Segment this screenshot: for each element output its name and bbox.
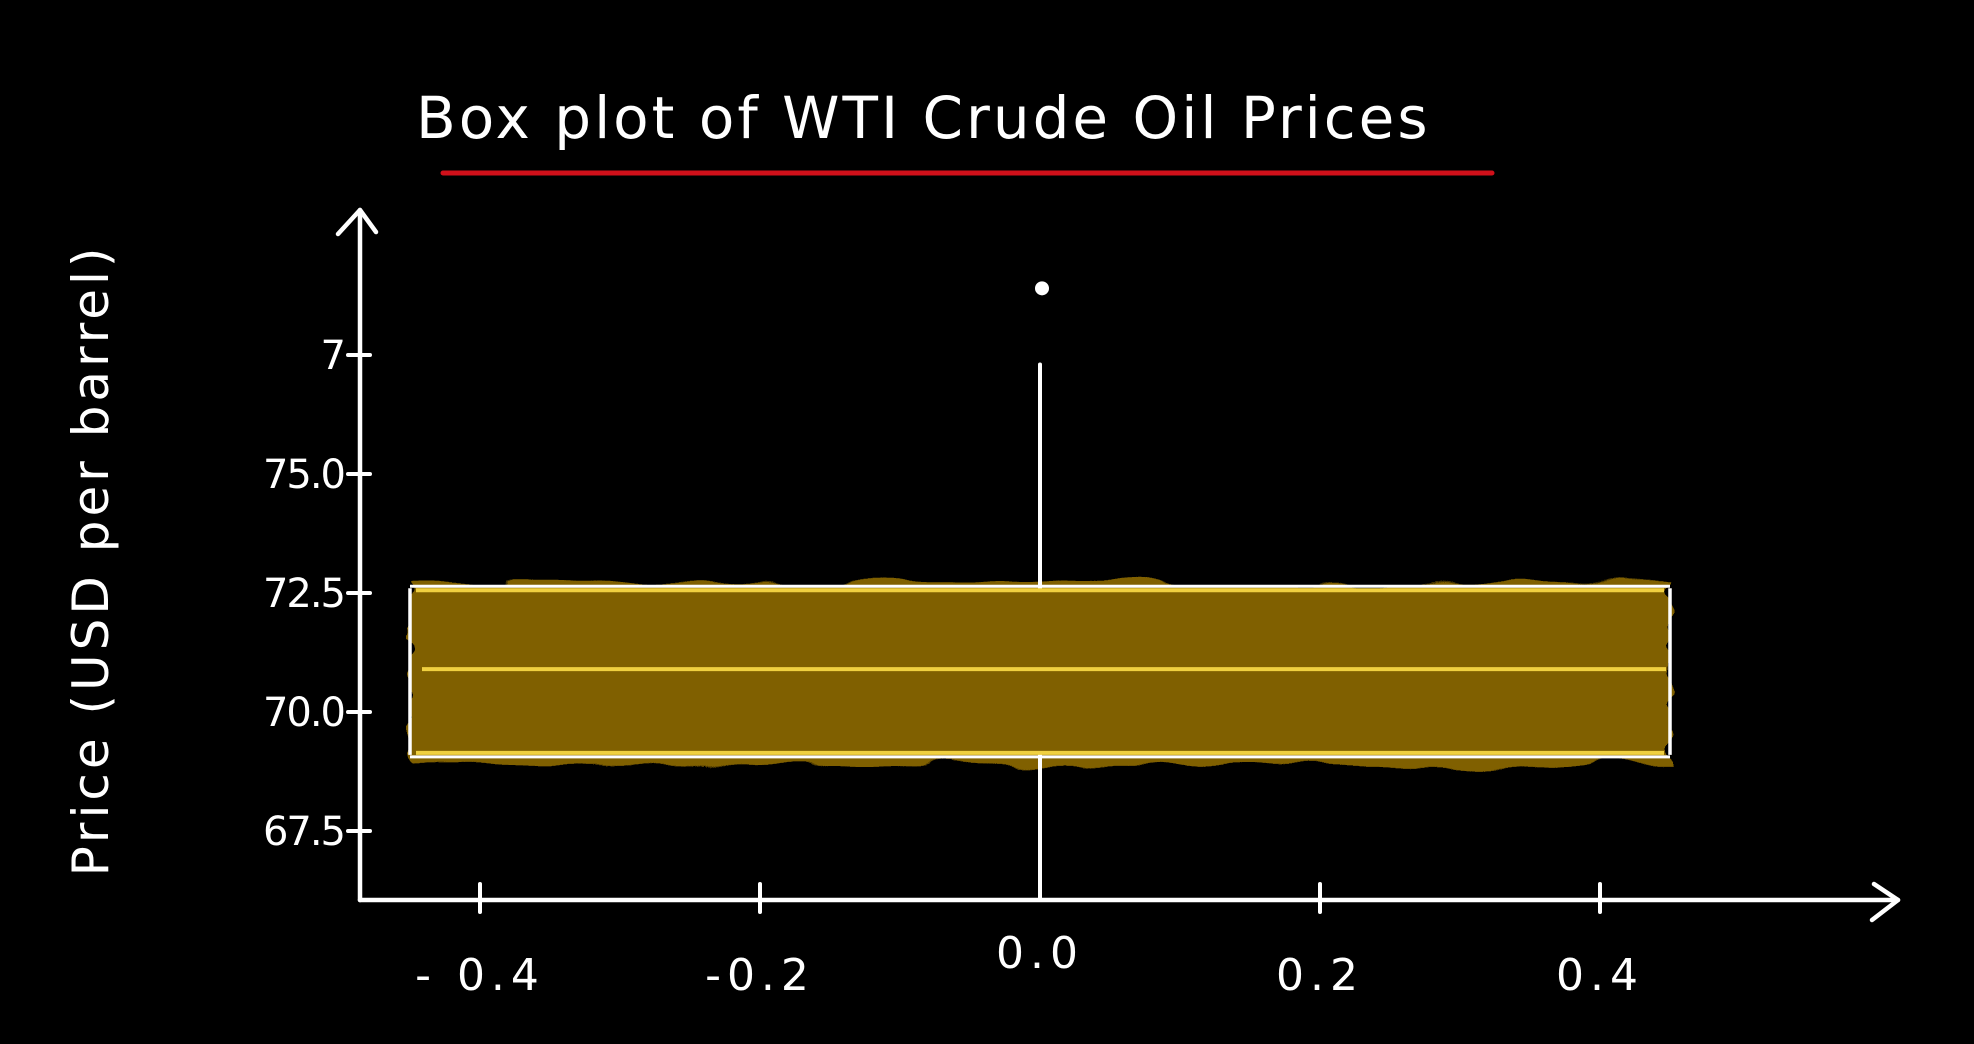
- x-tick-label: - 0.4: [415, 950, 545, 1001]
- y-tick-label: 70.0: [263, 690, 344, 736]
- x-tick-label: 0.4: [1556, 950, 1644, 1001]
- x-axis-arrowhead: [1869, 881, 1901, 923]
- y-tick-label: 75.0: [263, 452, 344, 498]
- outlier-point: [1035, 281, 1049, 296]
- box-fill: [410, 582, 1670, 765]
- x-tick-label: -0.2: [705, 950, 815, 1001]
- y-tick-label: 67.5: [263, 809, 344, 855]
- x-ticks: - 0.4 -0.2 0.0 0.2 0.4: [415, 882, 1644, 1001]
- x-tick-label: 0.2: [1276, 950, 1364, 1001]
- x-tick-label: 0.0: [996, 928, 1084, 979]
- y-tick-label: 72.5: [263, 571, 344, 617]
- y-axis-label: Price (USD per barrel): [62, 244, 120, 877]
- outliers: [1035, 281, 1049, 296]
- axes: [335, 207, 1901, 923]
- chart-title: Box plot of WTI Crude Oil Prices: [416, 84, 1431, 152]
- y-ticks: 67.5 70.0 72.5 75.0 7: [263, 333, 372, 855]
- y-axis-arrowhead: [335, 207, 379, 237]
- y-tick-label: 7: [321, 333, 344, 379]
- box-marks: [408, 362, 1672, 900]
